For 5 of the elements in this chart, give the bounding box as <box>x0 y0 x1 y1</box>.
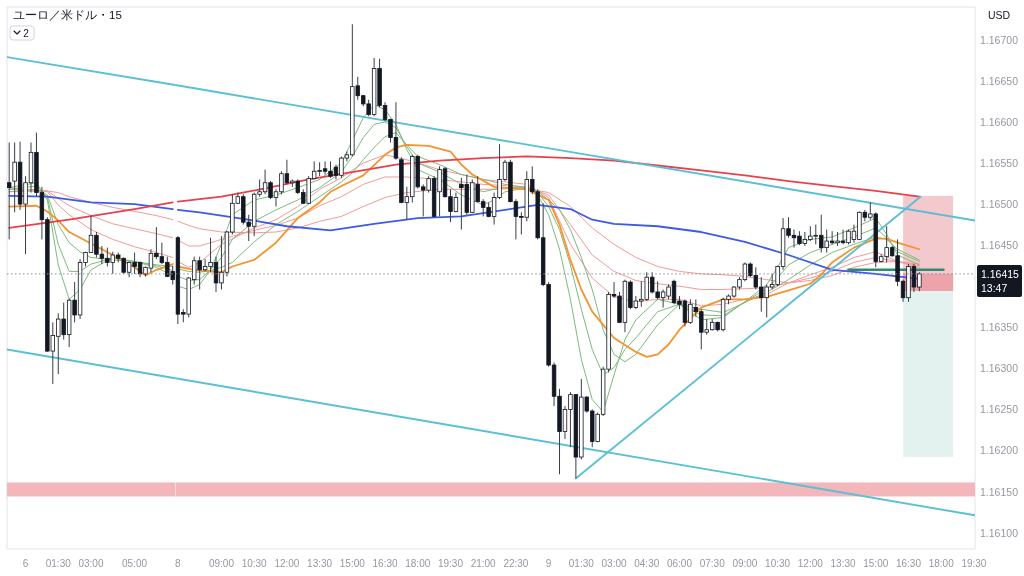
ylabel: USD <box>987 9 1011 21</box>
ref-line-label: 1.16415 <box>981 267 1020 280</box>
title: ユーロ／米ドル・15 <box>13 9 122 21</box>
annotation: 2 <box>23 28 30 39</box>
indicator-count: 2 <box>9 25 35 41</box>
